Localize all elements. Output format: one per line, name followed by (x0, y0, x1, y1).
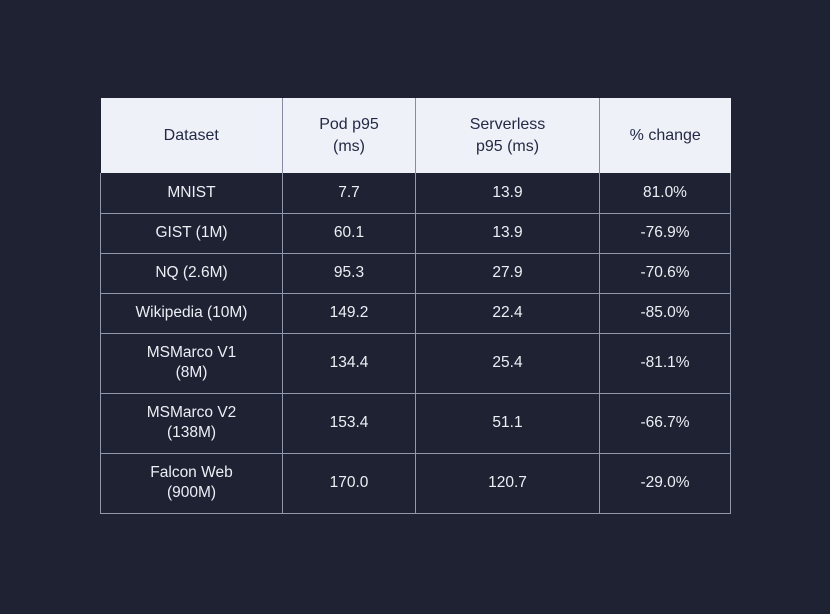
dataset-cell: GIST (1M) (100, 212, 283, 254)
col-header-dataset: Dataset (100, 98, 283, 173)
pod-p95-cell: 134.4 (282, 332, 416, 394)
col-header-serverless-p95: Serverless p95 (ms) (415, 98, 600, 173)
pct-change-cell: -66.7% (599, 392, 731, 454)
pod-p95-cell: 60.1 (282, 212, 416, 254)
table-row: NQ (2.6M) 95.3 27.9 -70.6% (100, 252, 731, 294)
table-row: Wikipedia (10M) 149.2 22.4 -85.0% (100, 292, 731, 334)
pod-p95-cell: 149.2 (282, 292, 416, 334)
col-header-pct-change: % change (599, 98, 731, 173)
table-row: Falcon Web (900M) 170.0 120.7 -29.0% (100, 452, 731, 514)
dataset-cell: NQ (2.6M) (100, 252, 283, 294)
serverless-p95-cell: 27.9 (415, 252, 600, 294)
pct-change-cell: -29.0% (599, 452, 731, 514)
table-body: MNIST 7.7 13.9 81.0% GIST (1M) 60.1 13.9… (100, 173, 731, 514)
serverless-p95-cell: 22.4 (415, 292, 600, 334)
col-header-pod-p95: Pod p95 (ms) (282, 98, 416, 173)
pct-change-cell: 81.0% (599, 173, 731, 214)
serverless-p95-cell: 25.4 (415, 332, 600, 394)
table-row: MNIST 7.7 13.9 81.0% (100, 173, 731, 214)
serverless-p95-cell: 51.1 (415, 392, 600, 454)
table-row: MSMarco V1 (8M) 134.4 25.4 -81.1% (100, 332, 731, 394)
serverless-p95-cell: 13.9 (415, 173, 600, 214)
dataset-cell: MSMarco V2 (138M) (100, 392, 283, 454)
table-row: MSMarco V2 (138M) 153.4 51.1 -66.7% (100, 392, 731, 454)
table-header: Dataset Pod p95 (ms) Serverless p95 (ms)… (100, 98, 731, 173)
serverless-p95-cell: 13.9 (415, 212, 600, 254)
pod-p95-cell: 153.4 (282, 392, 416, 454)
dataset-cell: MSMarco V1 (8M) (100, 332, 283, 394)
dataset-cell: Wikipedia (10M) (100, 292, 283, 334)
pod-p95-cell: 170.0 (282, 452, 416, 514)
table-row: GIST (1M) 60.1 13.9 -76.9% (100, 212, 731, 254)
pct-change-cell: -85.0% (599, 292, 731, 334)
dataset-cell: Falcon Web (900M) (100, 452, 283, 514)
pod-p95-cell: 95.3 (282, 252, 416, 294)
dataset-cell: MNIST (100, 173, 283, 214)
header-row: Dataset Pod p95 (ms) Serverless p95 (ms)… (100, 98, 731, 173)
pod-p95-cell: 7.7 (282, 173, 416, 214)
pct-change-cell: -70.6% (599, 252, 731, 294)
latency-benchmark-table: Dataset Pod p95 (ms) Serverless p95 (ms)… (100, 98, 731, 514)
serverless-p95-cell: 120.7 (415, 452, 600, 514)
pct-change-cell: -76.9% (599, 212, 731, 254)
pct-change-cell: -81.1% (599, 332, 731, 394)
